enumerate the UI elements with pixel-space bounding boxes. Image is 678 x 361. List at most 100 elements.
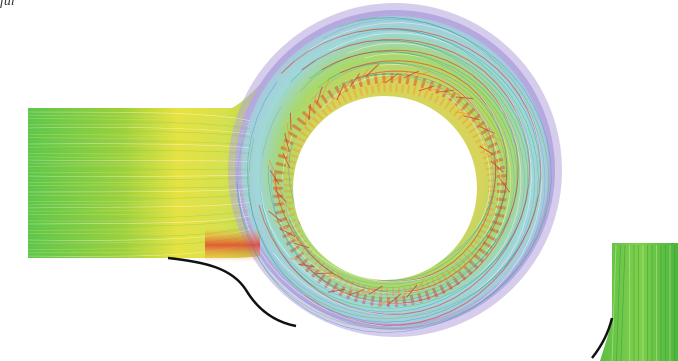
streamline (376, 297, 392, 308)
streamline (286, 122, 290, 140)
streamline (271, 180, 283, 194)
streamline (437, 89, 454, 93)
streamline (455, 96, 474, 100)
side-streamline (611, 244, 617, 361)
streamline (27, 127, 251, 135)
streamline (486, 132, 502, 142)
streamline (27, 156, 251, 160)
streamline (27, 149, 251, 154)
central-hole (293, 96, 477, 280)
streamline (349, 73, 361, 88)
streamline (322, 78, 330, 96)
streamline (455, 111, 472, 115)
streamline (27, 134, 251, 141)
streamline (27, 218, 251, 228)
streamline (27, 162, 251, 165)
streamline (298, 263, 316, 268)
streamline (479, 145, 494, 156)
streamline (27, 124, 251, 132)
streamline (471, 120, 488, 127)
streamline (289, 257, 307, 263)
streamline (485, 152, 500, 164)
streamline (414, 278, 425, 293)
streamline (427, 87, 444, 92)
streamline (499, 178, 511, 193)
streamline (251, 17, 550, 330)
streamline (27, 196, 251, 203)
streamline (495, 169, 508, 183)
streamline (27, 199, 251, 206)
streamline (27, 185, 251, 190)
streamline (463, 115, 480, 121)
streamline (286, 235, 303, 244)
streamline (27, 143, 251, 149)
streamline (27, 210, 251, 219)
streamline (268, 210, 283, 223)
streamline (338, 289, 355, 295)
streamline (27, 137, 251, 143)
streamline (282, 152, 291, 169)
streamline (327, 288, 346, 293)
streamline (406, 284, 418, 298)
streamline (368, 285, 383, 295)
streamline (269, 169, 280, 185)
streamline (27, 193, 251, 200)
side-streamlines (611, 244, 675, 361)
streamline (27, 153, 251, 157)
streamline (308, 103, 311, 121)
streamline (27, 159, 251, 162)
streamline (27, 221, 251, 231)
streamline (325, 274, 342, 278)
streamline (268, 159, 277, 176)
streamline (27, 180, 251, 183)
streamline (27, 177, 251, 181)
streamline (27, 146, 251, 151)
streamline (27, 204, 251, 212)
streamline (490, 160, 504, 173)
streamline (278, 198, 292, 211)
streamline (479, 125, 495, 134)
streamline (413, 70, 430, 78)
streamline (293, 242, 310, 249)
streamline (27, 118, 251, 127)
streamline (27, 223, 251, 235)
streamline (418, 85, 435, 92)
streamline (27, 215, 251, 225)
streamline (27, 172, 251, 174)
streamline (357, 68, 370, 82)
streamline (27, 114, 251, 124)
streamline (270, 51, 515, 295)
streamline (316, 86, 323, 104)
side-wall-curve (591, 317, 614, 359)
streamline (403, 70, 420, 79)
streamline (236, 17, 552, 333)
streamline (27, 191, 251, 196)
streamline (27, 202, 251, 209)
streamline (246, 28, 541, 323)
streamline (307, 268, 324, 271)
streamline (282, 143, 290, 159)
streamline (365, 64, 379, 77)
streamline (284, 132, 290, 150)
streamline (342, 78, 352, 94)
side-outlet-pipe (600, 243, 678, 361)
streamline (274, 189, 287, 203)
streamline (27, 111, 251, 121)
streamline (27, 121, 251, 130)
streamline (250, 36, 530, 316)
streamline (27, 207, 251, 215)
side-streamline (620, 244, 626, 361)
caption-fragment: ful (0, 0, 15, 9)
streamline (289, 112, 292, 131)
streamline (376, 75, 390, 87)
streamline (397, 289, 410, 302)
streamline (27, 174, 251, 177)
streamline (27, 140, 251, 146)
streamline (274, 60, 508, 294)
streamline (387, 293, 401, 306)
streamline (27, 182, 251, 186)
streamline (316, 272, 333, 275)
streamline (358, 287, 374, 296)
